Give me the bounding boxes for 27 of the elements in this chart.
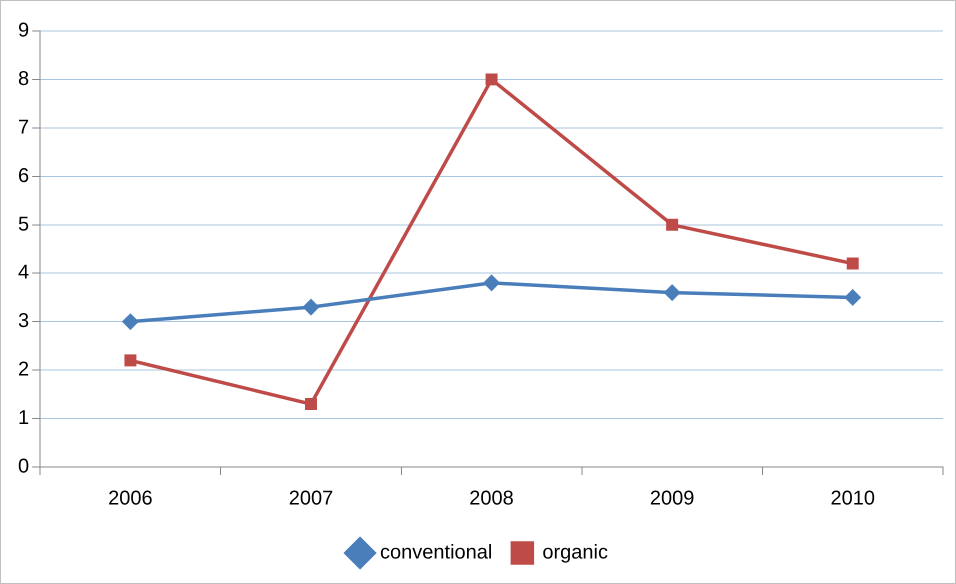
legend-label: organic — [542, 542, 608, 564]
point — [124, 354, 136, 366]
legend-label: conventional — [380, 542, 492, 564]
point — [486, 73, 498, 86]
point — [844, 290, 860, 306]
point — [484, 275, 500, 291]
x-tick-label: 2009 — [650, 488, 694, 510]
y-tick-label: 4 — [18, 262, 30, 284]
point — [122, 314, 138, 330]
point — [846, 258, 859, 270]
y-tick-label: 0 — [18, 456, 30, 478]
y-tick-label: 1 — [18, 407, 30, 430]
y-tick-label: 6 — [18, 164, 30, 187]
y-tick-label: 5 — [18, 213, 30, 236]
point — [664, 284, 680, 300]
y-tick-label: 2 — [18, 358, 30, 381]
x-tick-label: 2007 — [288, 488, 334, 510]
point — [304, 398, 317, 410]
y-tick-label: 8 — [18, 68, 30, 90]
y-tick-label: 9 — [18, 20, 30, 42]
x-tick-label: 2010 — [830, 488, 875, 510]
point — [666, 218, 678, 231]
x-tick-label: 2008 — [469, 488, 514, 510]
point — [303, 299, 319, 315]
y-tick-label: 3 — [18, 310, 30, 332]
x-tick-label: 2006 — [108, 488, 153, 510]
y-tick-label: 7 — [18, 116, 30, 138]
